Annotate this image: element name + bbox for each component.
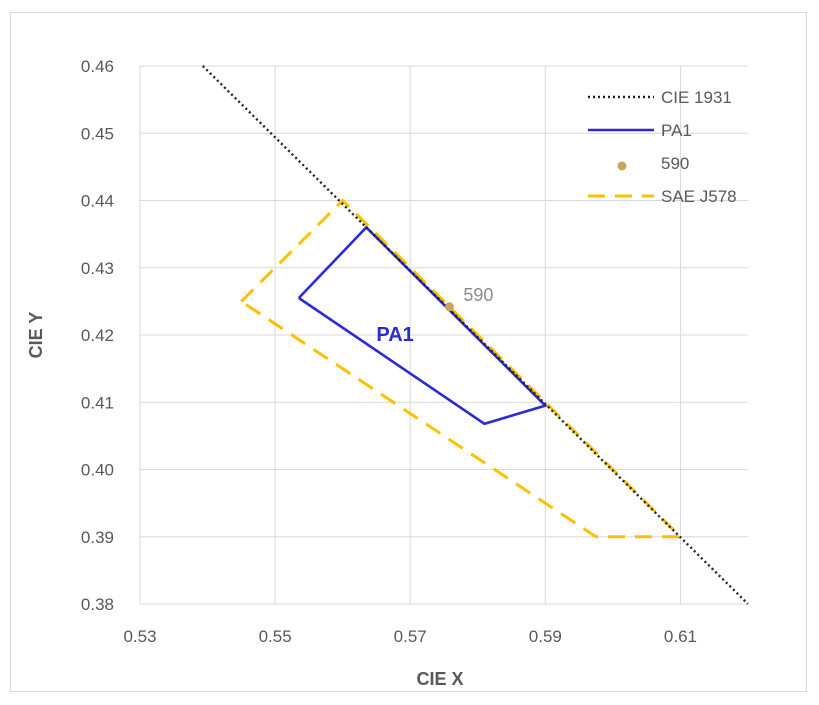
x-tick-label: 0.53: [123, 627, 156, 646]
annotation-590: 590: [463, 285, 493, 305]
y-tick-label: 0.38: [81, 595, 114, 614]
data-point-590: [444, 302, 454, 312]
y-tick-label: 0.46: [81, 57, 114, 76]
legend-label: PA1: [661, 121, 692, 140]
legend-swatch-590: [617, 161, 627, 171]
x-tick-label: 0.57: [394, 627, 427, 646]
legend-label: SAE J578: [661, 187, 737, 206]
y-tick-label: 0.41: [81, 393, 114, 412]
annotation-pa1: PA1: [376, 324, 413, 346]
y-tick-label: 0.43: [81, 259, 114, 278]
x-axis-title: CIE X: [416, 669, 463, 689]
series-line-sae-j578: [240, 198, 685, 539]
x-tick-label: 0.55: [259, 627, 292, 646]
legend-label: 590: [661, 154, 689, 173]
legend-label: CIE 1931: [661, 88, 732, 107]
y-tick-label: 0.44: [81, 192, 114, 211]
y-tick-label: 0.42: [81, 326, 114, 345]
y-axis-title: CIE Y: [26, 312, 46, 359]
y-tick-label: 0.39: [81, 528, 114, 547]
y-tick-label: 0.45: [81, 124, 114, 143]
x-tick-label: 0.61: [664, 627, 697, 646]
series-line-pa1: [297, 225, 548, 426]
chart-frame: [10, 12, 807, 692]
x-tick-label: 0.59: [529, 627, 562, 646]
y-tick-label: 0.40: [81, 461, 114, 480]
